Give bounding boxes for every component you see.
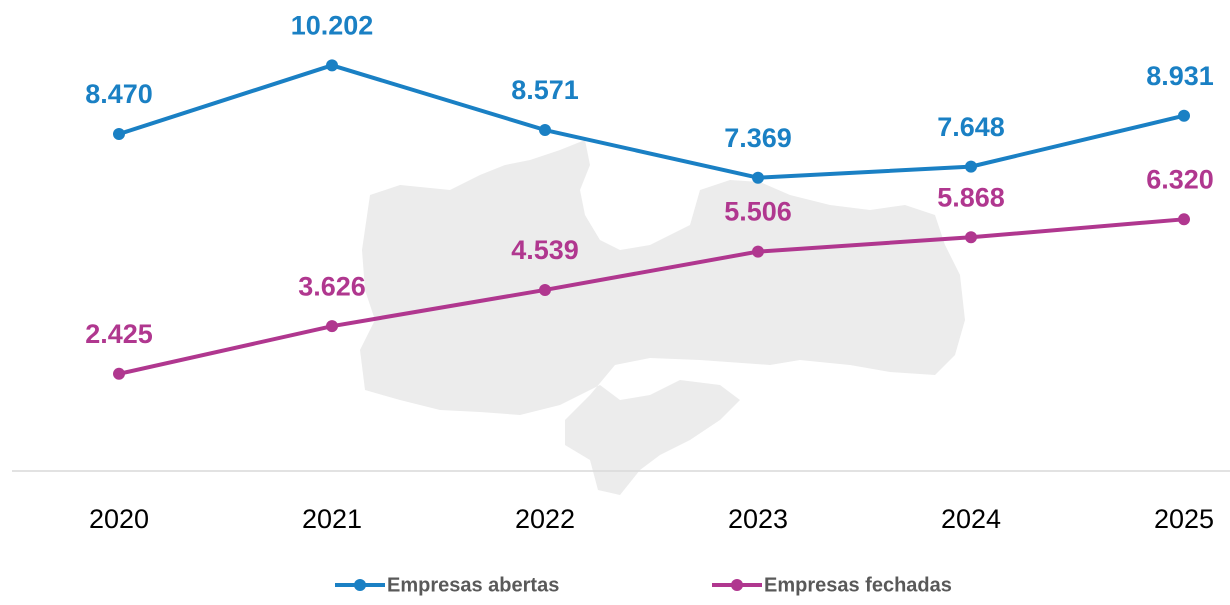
legend-label: Empresas abertas xyxy=(387,574,559,596)
data-point xyxy=(539,124,551,137)
data-label: 7.648 xyxy=(937,112,1005,142)
data-label: 5.506 xyxy=(724,197,792,227)
legend-label: Empresas fechadas xyxy=(764,574,952,596)
x-tick-label: 2020 xyxy=(89,504,149,534)
data-label: 8.931 xyxy=(1146,61,1214,91)
series-line xyxy=(118,217,1185,376)
x-tick-label: 2024 xyxy=(941,504,1001,534)
data-point xyxy=(1178,213,1190,226)
x-tick-label: 2023 xyxy=(728,504,788,534)
background-map xyxy=(360,140,965,495)
data-point xyxy=(965,231,977,244)
data-point xyxy=(1178,109,1190,122)
legend-marker xyxy=(731,579,743,591)
data-point xyxy=(113,367,125,380)
data-point xyxy=(752,245,764,258)
data-label: 6.320 xyxy=(1146,164,1214,194)
data-label: 2.425 xyxy=(85,319,153,349)
legend-marker xyxy=(354,579,366,591)
data-point xyxy=(539,283,551,296)
data-label: 4.539 xyxy=(511,235,579,265)
data-point xyxy=(965,160,977,173)
data-label: 10.202 xyxy=(291,10,374,40)
data-label: 8.571 xyxy=(511,75,579,105)
x-tick-label: 2022 xyxy=(515,504,575,534)
x-tick-label: 2025 xyxy=(1154,504,1214,534)
data-point xyxy=(326,320,338,333)
series-line xyxy=(118,63,1185,180)
data-label: 5.868 xyxy=(937,182,1005,212)
data-point xyxy=(113,128,125,141)
data-point xyxy=(752,171,764,184)
data-point xyxy=(326,59,338,72)
data-label: 3.626 xyxy=(298,271,366,301)
x-tick-label: 2021 xyxy=(302,504,362,534)
data-label: 8.470 xyxy=(85,79,153,109)
data-label: 7.369 xyxy=(724,123,792,153)
